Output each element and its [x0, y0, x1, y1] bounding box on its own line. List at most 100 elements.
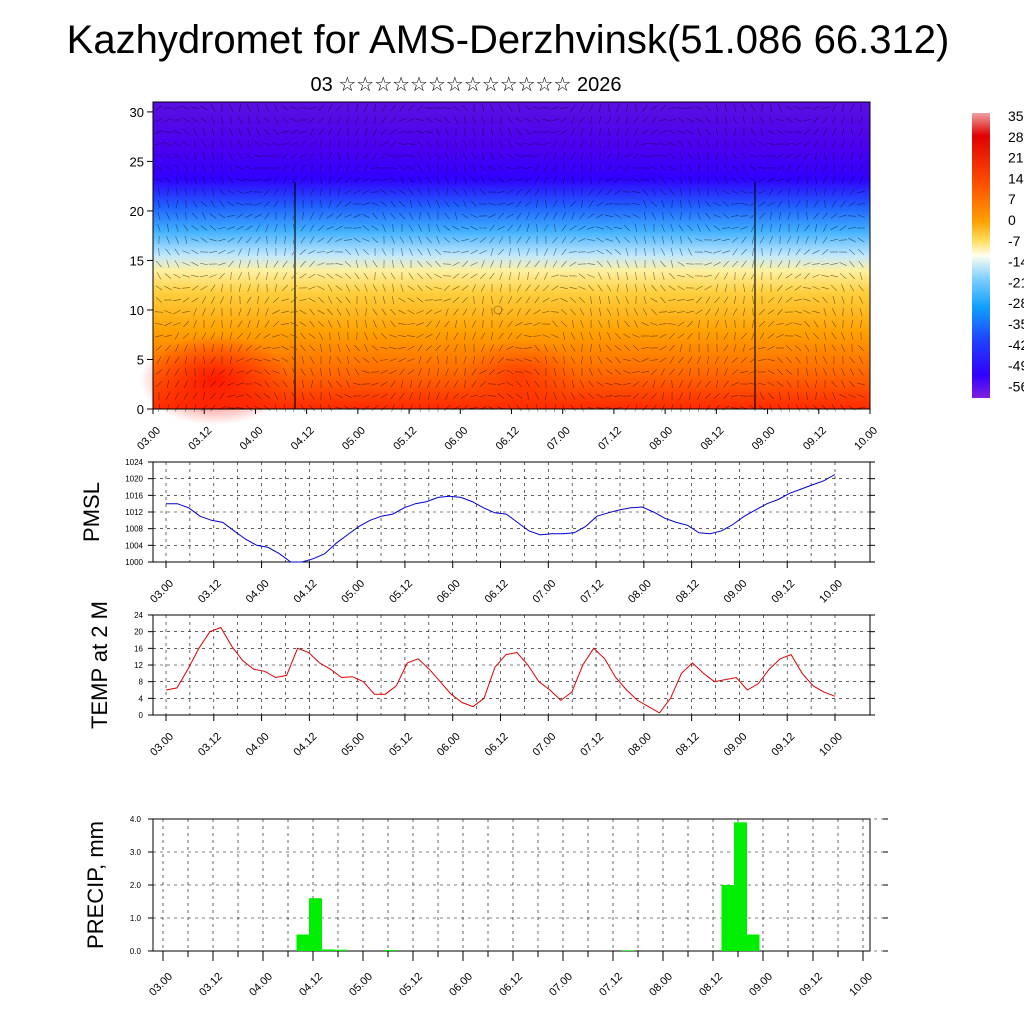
- x-tick-label: 03.12: [196, 731, 224, 759]
- x-tick-label: 09.12: [769, 578, 797, 606]
- x-tick-label: 08.12: [674, 578, 702, 606]
- x-tick-label: 06.00: [442, 425, 470, 453]
- precip-bar: [309, 898, 322, 951]
- x-tick-label: 03.00: [148, 578, 176, 606]
- y-tick-label: 15: [130, 253, 144, 268]
- precip-bar: [746, 934, 760, 951]
- x-tick-label: 07.00: [547, 971, 575, 999]
- y-tick-label: 8: [139, 678, 144, 687]
- colorbar-label: -28: [1008, 295, 1024, 311]
- x-axis: 03.00 03.12 04.00 04.12 05.00 05.12 06.00 06.12…: [147, 951, 875, 999]
- cross-section-panel: 0 5 10 15 20 25 30 03.00 03.12 04.00 04.12 05.00 05…: [130, 101, 880, 453]
- x-axis: 03.00 03.12 04.00 04.12 05.00 05.12 06.00 06.12…: [148, 562, 845, 606]
- temp-grid: [153, 614, 870, 716]
- y-tick-label: 24: [134, 611, 143, 620]
- y-tick-label: 1.0: [130, 914, 142, 923]
- x-tick-label: 04.00: [244, 578, 272, 606]
- y-tick-label: 1000: [125, 558, 143, 567]
- pmsl-grid: [153, 461, 870, 563]
- y-tick-label: 4: [139, 694, 144, 703]
- x-tick-label: 06.12: [494, 425, 522, 453]
- wind-streamlines: [154, 103, 866, 413]
- y-tick-label: 1008: [125, 525, 143, 534]
- x-tick-label: 03.12: [197, 971, 225, 999]
- temp-line: [165, 626, 836, 714]
- y-axis: 0 5 10 15 20 25 30: [130, 105, 153, 417]
- x-tick-label: 03.00: [147, 971, 175, 999]
- y-axis: 0.0 1.0 2.0 3.0 4.0: [130, 815, 888, 956]
- y-tick-label: 0.0: [130, 947, 142, 956]
- colorbar: 35 28 21 14 7 0 -7 -14 -21 -28 -35 -42 -49 -56: [972, 108, 1024, 398]
- x-tick-label: 09.00: [750, 425, 778, 453]
- x-tick-label: 03.12: [196, 578, 224, 606]
- x-tick-label: 10.00: [847, 971, 875, 999]
- x-tick-label: 06.00: [435, 578, 463, 606]
- colorbar-label: 21: [1008, 150, 1024, 166]
- temp-axis-label: TEMP at 2 M: [87, 601, 112, 729]
- colorbar-label: -56: [1008, 378, 1024, 394]
- y-tick-label: 0: [139, 711, 144, 720]
- x-tick-label: 07.12: [596, 425, 624, 453]
- precip-panel: 0.0 1.0 2.0 3.0 4.0 03.00 03.12 04.00 04.12 05.0…: [83, 815, 888, 999]
- x-tick-label: 04.00: [244, 731, 272, 759]
- x-tick-label: 08.00: [647, 425, 675, 453]
- precip-bar: [734, 822, 747, 951]
- x-tick-label: 07.00: [530, 731, 558, 759]
- x-tick-label: 04.12: [292, 578, 320, 606]
- colorbar-label: -21: [1008, 274, 1024, 290]
- colorbar-label: 0: [1008, 212, 1016, 228]
- colorbar-label: 35: [1008, 108, 1024, 124]
- colorbar-strip: [972, 113, 990, 398]
- y-tick-label: 1004: [125, 541, 143, 550]
- x-tick-label: 07.12: [578, 731, 606, 759]
- x-tick-label: 06.00: [435, 731, 463, 759]
- x-tick-label: 05.12: [391, 425, 419, 453]
- colorbar-label: -35: [1008, 316, 1024, 332]
- x-tick-label: 05.00: [339, 731, 367, 759]
- y-tick-label: 0: [137, 402, 144, 417]
- x-tick-label: 03.12: [186, 425, 214, 453]
- x-tick-label: 05.12: [387, 578, 415, 606]
- y-tick-label: 1012: [125, 508, 143, 517]
- y-tick-label: 30: [130, 105, 144, 120]
- pmsl-axis-label: PMSL: [79, 482, 104, 542]
- y-tick-label: 10: [130, 303, 144, 318]
- colorbar-label: -14: [1008, 254, 1024, 270]
- y-tick-label: 25: [130, 154, 144, 169]
- y-axis: 0 4 8 12 16 20 24: [134, 611, 875, 720]
- chart-subtitle: 03 ☆☆☆☆☆☆☆☆☆☆☆☆☆ 2026: [311, 74, 622, 96]
- x-tick-label: 10.00: [817, 731, 845, 759]
- x-tick-label: 06.12: [483, 578, 511, 606]
- precip-bar: [721, 885, 735, 951]
- precip-grid: [153, 818, 883, 952]
- y-tick-label: 20: [130, 204, 144, 219]
- colorbar-label: 14: [1008, 170, 1024, 186]
- y-tick-label: 1024: [125, 458, 143, 467]
- colorbar-labels: 35 28 21 14 7 0 -7 -14 -21 -28 -35 -42 -49 -56: [1008, 108, 1024, 394]
- y-tick-label: 2.0: [130, 881, 142, 890]
- y-tick-label: 1020: [125, 475, 143, 484]
- precip-bar: [334, 949, 347, 951]
- x-tick-label: 09.12: [797, 971, 825, 999]
- x-tick-label: 08.12: [699, 425, 727, 453]
- x-tick-label: 05.00: [339, 578, 367, 606]
- precip-axis-label: PRECIP, mm: [83, 821, 108, 949]
- x-tick-label: 06.12: [483, 731, 511, 759]
- x-tick-label: 04.12: [297, 971, 325, 999]
- x-axis: 03.00 03.12 04.00 04.12 05.00 05.12 06.00 06.12…: [148, 715, 845, 759]
- x-tick-label: 08.12: [697, 971, 725, 999]
- x-tick-label: 08.00: [626, 578, 654, 606]
- x-tick-label: 10.00: [852, 425, 880, 453]
- x-tick-label: 04.12: [289, 425, 317, 453]
- y-tick-label: 1016: [125, 491, 143, 500]
- x-tick-label: 08.00: [647, 971, 675, 999]
- x-tick-label: 09.00: [722, 731, 750, 759]
- x-tick-label: 04.00: [238, 425, 266, 453]
- x-tick-label: 09.12: [801, 425, 829, 453]
- precip-bar: [296, 934, 310, 951]
- pmsl-line: [166, 474, 836, 563]
- y-tick-label: 4.0: [130, 815, 142, 824]
- precip-bar: [321, 949, 335, 951]
- x-tick-label: 06.12: [497, 971, 525, 999]
